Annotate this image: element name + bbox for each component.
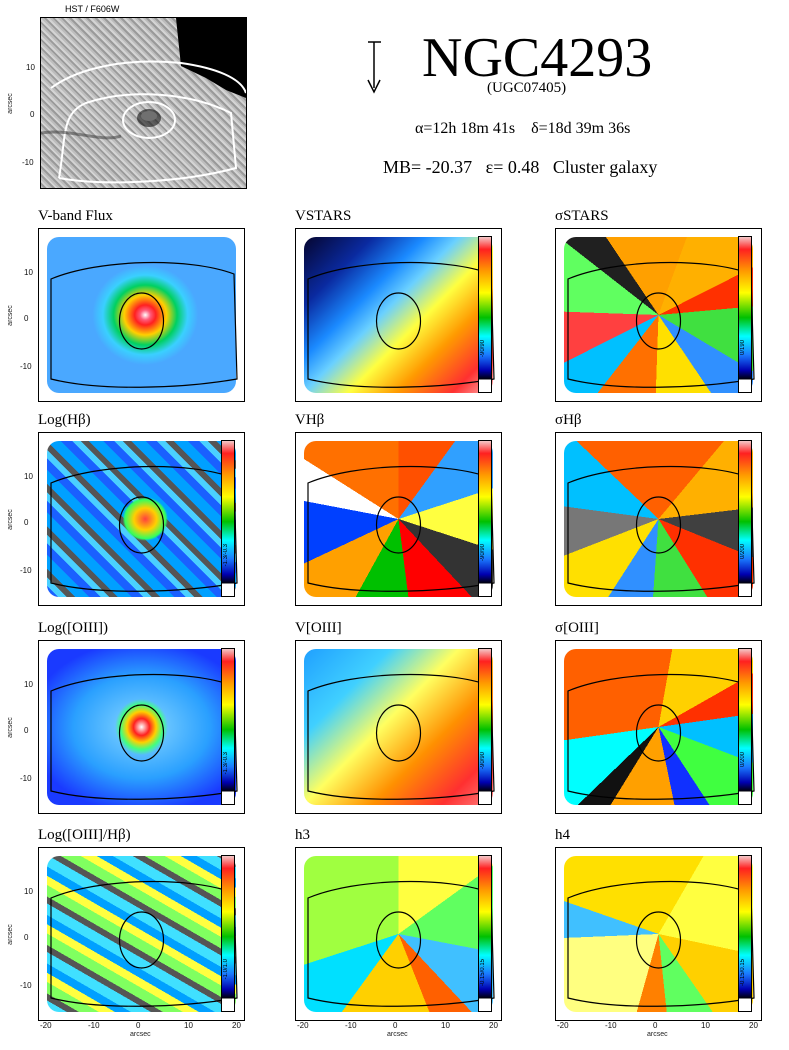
colorbar xyxy=(478,855,492,1012)
panel-title: VHβ xyxy=(295,412,325,428)
kinematic-map xyxy=(38,228,245,402)
colorbar xyxy=(478,440,492,597)
x-tick-label: 20 xyxy=(232,1021,241,1030)
hst-image xyxy=(40,17,247,189)
panel-title: Log(Hβ) xyxy=(38,412,91,428)
x-tick-label: 20 xyxy=(749,1021,758,1030)
panel-title: Log([OIII]) xyxy=(38,620,108,636)
x-tick-label: -20 xyxy=(297,1021,309,1030)
y-axis-label: arcsec xyxy=(6,924,14,945)
y-tick-label: 0 xyxy=(24,314,29,323)
colorbar-range: -90/90 xyxy=(480,544,486,562)
panel-title: V-band Flux xyxy=(38,208,113,224)
colorbar-range: -1.0/1.0 xyxy=(223,959,229,980)
panel-title: V[OIII] xyxy=(295,620,342,636)
y-tick-label: 0 xyxy=(24,933,29,942)
kinematic-map xyxy=(555,847,762,1021)
colorbar-range: -1.3/-0.3 xyxy=(223,544,229,567)
colorbar-range: -0.15/0.15 xyxy=(480,959,486,987)
x-tick-label: -10 xyxy=(605,1021,617,1030)
colorbar-range: 0/200 xyxy=(740,544,746,560)
y-tick-label: 10 xyxy=(24,680,33,689)
kinematic-map xyxy=(555,432,762,606)
kinematic-map xyxy=(295,847,502,1021)
hst-title: HST / F606W xyxy=(65,4,120,14)
y-tick-label: -10 xyxy=(20,981,32,990)
y-tick-label: -10 xyxy=(20,774,32,783)
y-tick-label: 0 xyxy=(24,726,29,735)
panel-title: Log([OIII]/Hβ) xyxy=(38,827,131,843)
x-axis-label: arcsec xyxy=(647,1031,668,1038)
colorbar-range: -90/90 xyxy=(480,752,486,770)
kinematic-map xyxy=(555,640,762,814)
colorbar xyxy=(221,440,235,597)
galaxy-properties: MB= -20.37 ε= 0.48 Cluster galaxy xyxy=(383,157,658,177)
x-tick-label: 20 xyxy=(489,1021,498,1030)
y-tick-label: 10 xyxy=(24,472,33,481)
colorbar-range: -90/90 xyxy=(480,340,486,358)
panel-title: σ[OIII] xyxy=(555,620,599,636)
ra-dec: α=12h 18m 41s δ=18d 39m 36s xyxy=(415,120,631,137)
panel-title: σSTARS xyxy=(555,208,609,224)
colorbar xyxy=(738,855,752,1012)
x-axis-label: arcsec xyxy=(130,1031,151,1038)
y-tick-label: -10 xyxy=(20,362,32,371)
hst-y-tick: 10 xyxy=(26,63,35,72)
kinematic-map xyxy=(38,640,245,814)
x-tick-label: -10 xyxy=(345,1021,357,1030)
colorbar-range: -0.15/0.15 xyxy=(740,959,746,987)
colorbar xyxy=(738,236,752,393)
hst-contours xyxy=(41,18,246,184)
colorbar xyxy=(478,648,492,805)
kinematic-map xyxy=(38,847,245,1021)
x-tick-label: 0 xyxy=(136,1021,141,1030)
x-tick-label: 0 xyxy=(653,1021,658,1030)
y-axis-label: arcsec xyxy=(6,717,14,738)
orientation-arrow-icon xyxy=(367,41,381,94)
colorbar xyxy=(221,855,235,1012)
colorbar-range: -1.3/-0.3 xyxy=(223,752,229,775)
y-tick-label: -10 xyxy=(20,566,32,575)
panel-title: h4 xyxy=(555,827,570,843)
alt-name: (UGC07405) xyxy=(487,80,567,96)
galaxy-name: NGC4293 xyxy=(422,27,653,89)
y-tick-label: 10 xyxy=(24,887,33,896)
colorbar-range: 0/200 xyxy=(740,752,746,768)
colorbar xyxy=(738,648,752,805)
x-tick-label: -20 xyxy=(557,1021,569,1030)
kinematic-map xyxy=(295,432,502,606)
kinematic-map xyxy=(38,432,245,606)
x-tick-label: 10 xyxy=(441,1021,450,1030)
x-axis-label: arcsec xyxy=(387,1031,408,1038)
kinematic-map xyxy=(555,228,762,402)
x-tick-label: 0 xyxy=(393,1021,398,1030)
kinematic-map xyxy=(295,228,502,402)
panel-title: VSTARS xyxy=(295,208,352,224)
kinematic-map xyxy=(295,640,502,814)
hst-y-label: arcsec xyxy=(6,93,14,114)
colorbar xyxy=(738,440,752,597)
y-axis-label: arcsec xyxy=(6,509,14,530)
panel-title: σHβ xyxy=(555,412,582,428)
hst-y-tick: -10 xyxy=(22,158,34,167)
x-tick-label: 10 xyxy=(701,1021,710,1030)
colorbar xyxy=(478,236,492,393)
x-tick-label: -20 xyxy=(40,1021,52,1030)
hst-y-tick: 0 xyxy=(30,110,35,119)
x-tick-label: 10 xyxy=(184,1021,193,1030)
y-axis-label: arcsec xyxy=(6,305,14,326)
x-tick-label: -10 xyxy=(88,1021,100,1030)
panel-title: h3 xyxy=(295,827,310,843)
colorbar xyxy=(221,648,235,805)
colorbar-range: 0/190 xyxy=(740,340,746,356)
y-tick-label: 0 xyxy=(24,518,29,527)
y-tick-label: 10 xyxy=(24,268,33,277)
